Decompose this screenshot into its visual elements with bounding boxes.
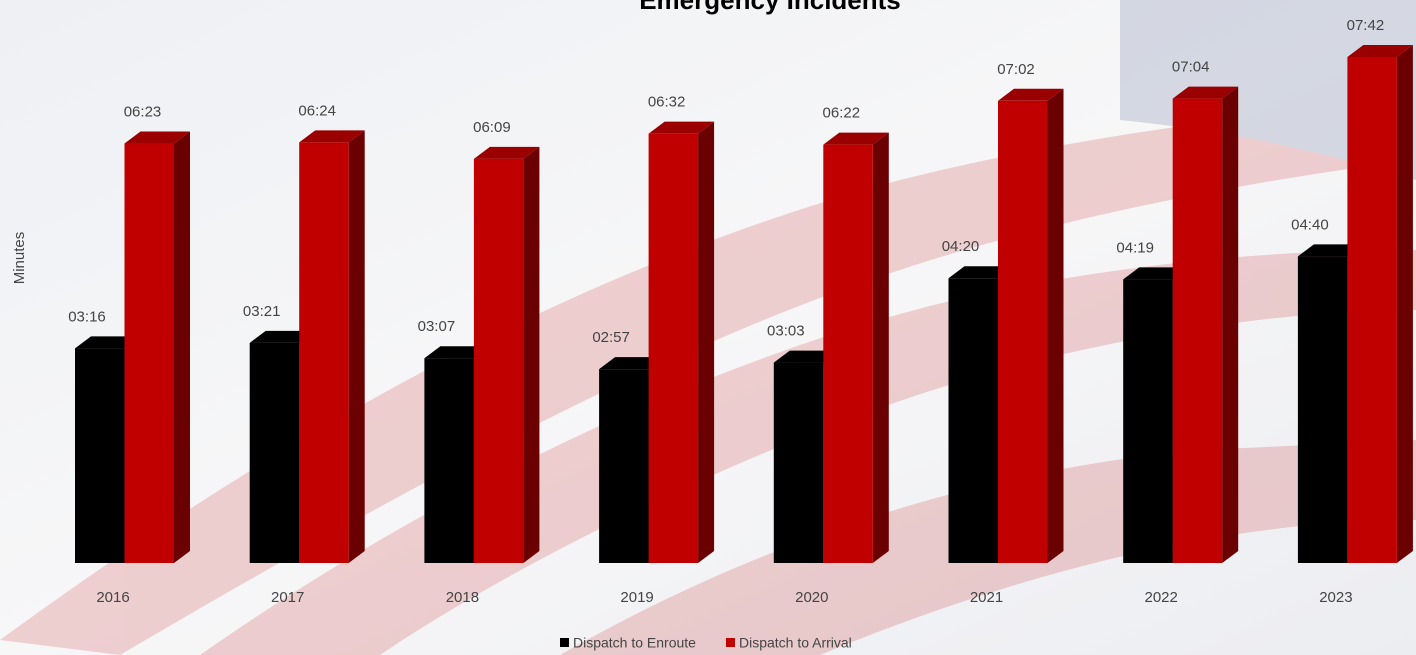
bar bbox=[299, 130, 365, 563]
bar-top bbox=[1172, 86, 1239, 99]
data-label: 04:20 bbox=[942, 238, 980, 255]
bar-side bbox=[1047, 88, 1064, 564]
bar-front bbox=[599, 369, 649, 563]
x-tick-label: 2016 bbox=[96, 589, 129, 606]
bar bbox=[124, 131, 190, 563]
x-tick-label: 2023 bbox=[1319, 589, 1352, 606]
bar-front bbox=[424, 358, 474, 563]
data-label: 03:03 bbox=[767, 323, 805, 340]
data-label: 07:02 bbox=[997, 61, 1035, 78]
bar-top bbox=[1123, 267, 1189, 280]
data-label: 03:21 bbox=[243, 303, 281, 320]
legend: Dispatch to Enroute Dispatch to Arrival bbox=[560, 635, 852, 651]
bar-front bbox=[773, 362, 824, 563]
data-label: 06:09 bbox=[473, 119, 511, 136]
bar-top bbox=[773, 350, 840, 363]
bar-front bbox=[473, 158, 524, 563]
bar-front bbox=[124, 143, 174, 563]
bar bbox=[998, 88, 1064, 564]
bar bbox=[648, 121, 715, 563]
bar-top bbox=[599, 357, 665, 370]
x-tick-label: 2021 bbox=[970, 589, 1003, 606]
bar-front bbox=[1123, 279, 1173, 563]
legend-swatch bbox=[725, 638, 735, 647]
data-label: 07:04 bbox=[1172, 59, 1210, 76]
bar-front bbox=[249, 342, 300, 563]
bar-top bbox=[648, 121, 715, 134]
bar-top bbox=[473, 146, 540, 159]
bar bbox=[1347, 45, 1413, 563]
bar-side bbox=[872, 132, 889, 563]
bar-side bbox=[348, 130, 365, 563]
bar-top bbox=[1347, 45, 1413, 57]
data-label: 06:24 bbox=[298, 102, 336, 119]
bar-top bbox=[948, 266, 1014, 279]
bar-side bbox=[1396, 45, 1413, 563]
data-label: 07:42 bbox=[1347, 17, 1385, 34]
data-label: 04:19 bbox=[1116, 239, 1154, 256]
bar bbox=[1172, 86, 1239, 564]
bar-front bbox=[75, 348, 125, 563]
legend-swatch bbox=[560, 638, 569, 647]
bar-front bbox=[1347, 57, 1397, 563]
plot: 2016 03:16 06:23 2017 03:21 06:24 2018 03:07 06:… bbox=[68, 17, 1413, 606]
x-tick-label: 2019 bbox=[620, 589, 653, 606]
data-label: 03:07 bbox=[418, 318, 456, 335]
data-label: 06:23 bbox=[124, 103, 162, 120]
chart-title: Emergency Incidents bbox=[639, 0, 901, 15]
bar-front bbox=[648, 133, 699, 563]
data-label: 02:57 bbox=[592, 329, 630, 346]
bar bbox=[473, 146, 540, 563]
bar-side bbox=[523, 146, 540, 563]
legend-label: Dispatch to Enroute bbox=[573, 635, 696, 651]
bar-top bbox=[75, 336, 141, 349]
bar-front bbox=[823, 144, 873, 563]
bar-top bbox=[124, 131, 190, 144]
bar-top bbox=[823, 132, 889, 145]
data-label: 03:16 bbox=[68, 308, 106, 325]
bar-top bbox=[1297, 244, 1364, 257]
bar-front bbox=[1297, 256, 1348, 563]
bar-front bbox=[1172, 98, 1223, 564]
bar-side bbox=[174, 131, 190, 563]
data-label: 04:40 bbox=[1291, 216, 1329, 233]
bar-top bbox=[249, 330, 316, 343]
data-label: 06:22 bbox=[823, 105, 861, 122]
bar-top bbox=[299, 130, 365, 143]
bar-front bbox=[299, 142, 349, 563]
x-tick-label: 2020 bbox=[795, 589, 828, 606]
x-tick-label: 2018 bbox=[446, 589, 479, 606]
y-axis-label: Minutes bbox=[11, 232, 28, 285]
bar-top bbox=[424, 346, 490, 359]
bar-front bbox=[948, 278, 998, 563]
x-tick-label: 2017 bbox=[271, 589, 304, 606]
bar bbox=[823, 132, 889, 563]
data-label: 06:32 bbox=[648, 94, 686, 111]
bar-top bbox=[998, 88, 1064, 101]
bar-side bbox=[1222, 86, 1239, 564]
bar-side bbox=[698, 121, 715, 563]
legend-label: Dispatch to Arrival bbox=[739, 635, 852, 651]
x-tick-label: 2022 bbox=[1145, 589, 1178, 606]
bar-front bbox=[998, 100, 1048, 564]
